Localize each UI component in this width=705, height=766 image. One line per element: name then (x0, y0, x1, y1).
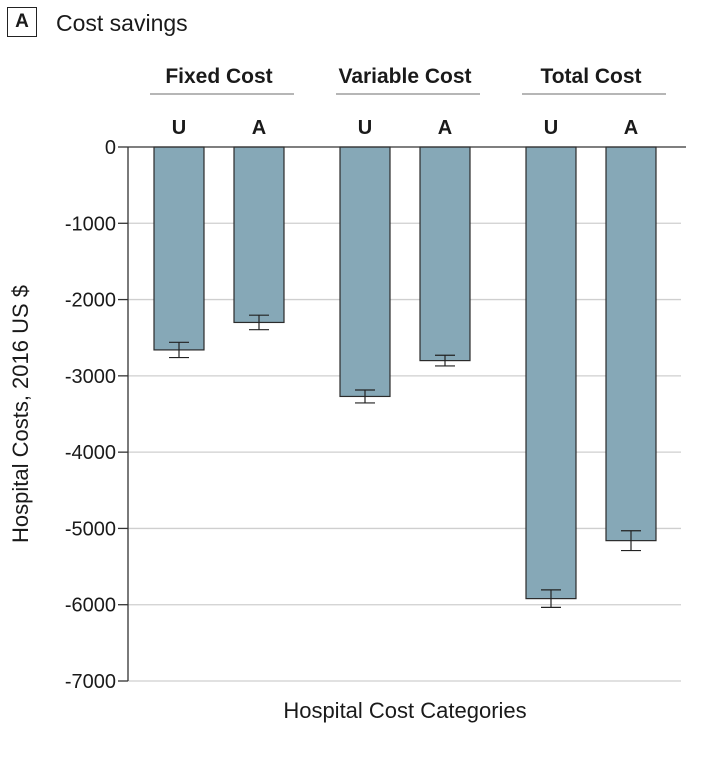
y-tick-label: -5000 (65, 518, 116, 540)
group-label: Fixed Cost (165, 65, 272, 88)
bars (154, 147, 656, 599)
y-tick-label: -1000 (65, 213, 116, 235)
y-tick-label: -4000 (65, 442, 116, 464)
bar-chart: 0 -1000 -2000 -3000 -4000 -5000 -6000 -7000 Fix… (0, 0, 705, 766)
bar (340, 147, 390, 396)
gridlines (128, 223, 681, 681)
y-tick-label: -7000 (65, 671, 116, 693)
bar-label: A (252, 117, 266, 139)
bar (606, 147, 656, 541)
group-headers: Fixed Cost U A Variable Cost U A Total Cost U A (150, 65, 666, 139)
bar-label: A (438, 117, 452, 139)
bar-label: U (172, 117, 186, 139)
y-tick-label: -6000 (65, 595, 116, 617)
bar-label: U (358, 117, 372, 139)
bar (420, 147, 470, 361)
bar (154, 147, 204, 350)
bar (526, 147, 576, 599)
group-label: Variable Cost (338, 65, 471, 88)
group-label: Total Cost (540, 65, 641, 88)
y-axis-label: Hospital Costs, 2016 US $ (8, 285, 33, 543)
x-axis-label: Hospital Cost Categories (283, 698, 526, 723)
y-tick-label: -3000 (65, 366, 116, 388)
bar-label: U (544, 117, 558, 139)
bar (234, 147, 284, 322)
bar-label: A (624, 117, 638, 139)
y-tick-label: -2000 (65, 290, 116, 312)
y-tick-label: 0 (105, 137, 116, 159)
